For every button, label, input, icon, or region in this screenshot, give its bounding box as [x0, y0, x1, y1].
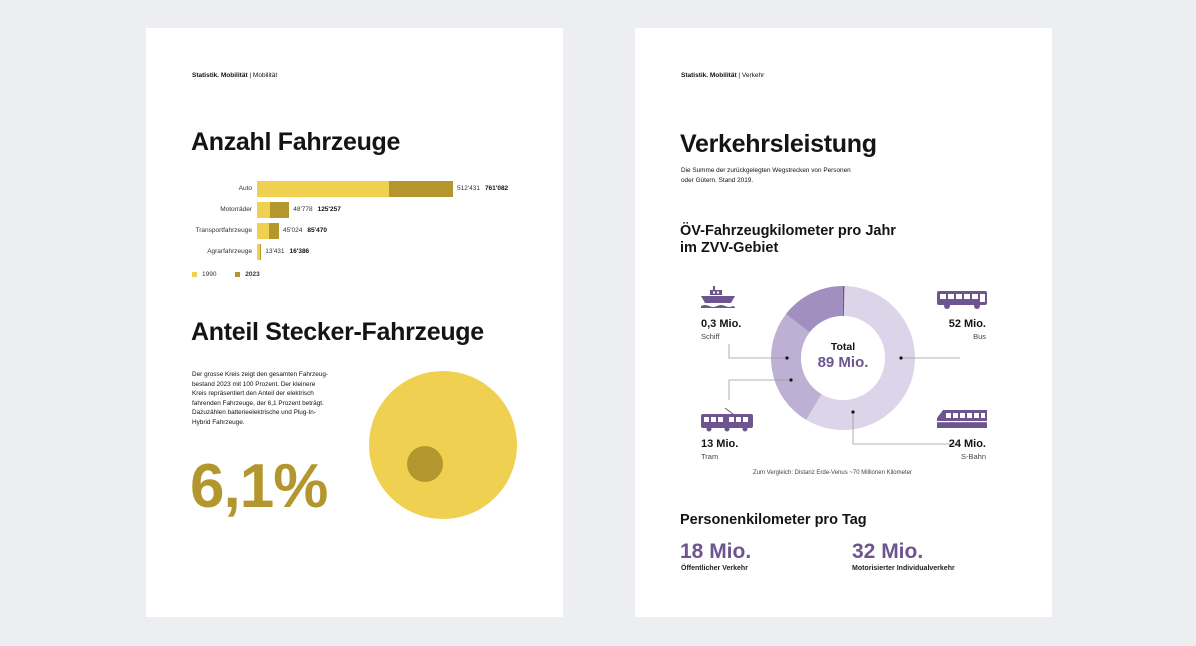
section-title-plugin: Anteil Stecker-Fahrzeuge	[191, 318, 484, 346]
bar-2023	[388, 181, 453, 197]
kpi-value-miv: 32 Mio.	[852, 540, 924, 563]
label-bus: Bus	[973, 332, 986, 341]
donut-slice-tram	[785, 286, 843, 333]
description-line: fahrenden Fahrzeuge, der 6,1 Prozent bet…	[192, 399, 324, 407]
bar-1990	[257, 223, 269, 239]
bar-value-labels: 13'431 16'386	[265, 244, 309, 260]
donut-hole	[801, 316, 885, 400]
bar-value-labels: 48'778 125'257	[293, 202, 341, 218]
page-title: Anzahl Fahrzeuge	[191, 128, 401, 156]
bar-2023	[269, 202, 290, 218]
donut-slice-schiff	[842, 285, 845, 317]
comparison-note: Zum Vergleich: Distanz Erde-Venus ~70 Mi…	[753, 470, 912, 476]
donut-total-value: 89 Mio.	[817, 354, 869, 371]
label-tram: Tram	[701, 452, 719, 461]
page-subtitle: Die Summe der zurückgelegten Wegstrecken…	[681, 166, 851, 185]
bar-1990	[257, 244, 261, 260]
kpi-label-oev: Öffentlicher Verkehr	[681, 565, 748, 572]
donut-total-label: Total	[830, 341, 856, 353]
bar-value-2023: 125'257	[317, 206, 341, 213]
section-title-personenkilometer: Personenkilometer pro Tag	[680, 512, 867, 528]
bar-value-1990: 512'431	[457, 185, 480, 192]
bar-row: Agrarfahrzeuge 13'431 16'386	[146, 244, 563, 260]
value-schiff: 0,3 Mio.	[701, 318, 742, 330]
bar-row: Transportfahrzeuge 45'024 85'470	[146, 223, 563, 239]
breadcrumb: Statistik. Mobilität | Mobilität	[192, 72, 277, 79]
legend-label-2023: 2023	[245, 271, 260, 278]
page-mobilitaet: Statistik. Mobilität | Mobilität Anzahl …	[146, 28, 563, 617]
page-verkehr: Statistik. Mobilität | Verkehr Verkehrsl…	[635, 28, 1052, 617]
bar-value-2023: 761'082	[484, 185, 509, 192]
bar-category-label: Agrarfahrzeuge	[207, 248, 252, 255]
description-line: Hybrid Fahrzeuge.	[192, 418, 245, 426]
plugin-share-value: 6,1%	[190, 452, 328, 521]
oev-donut-chart	[701, 285, 987, 445]
label-sbahn: S-Bahn	[960, 452, 986, 461]
section-title-oev: ÖV-Fahrzeugkilometer pro Jahr im ZVV-Geb…	[680, 223, 896, 257]
value-sbahn: 24 Mio.	[948, 438, 986, 450]
breadcrumb-page: | Mobilität	[247, 72, 278, 79]
subtitle-line: Die Summe der zurückgelegten Wegstrecken…	[681, 167, 851, 174]
bar-value-1990: 48'778	[293, 206, 313, 213]
tram-icon	[701, 407, 753, 432]
bar-row: Motorräder 48'778 125'257	[146, 202, 563, 218]
train-icon	[937, 410, 987, 428]
bar-value-1990: 13'431	[265, 248, 285, 255]
page-title: Verkehrsleistung	[680, 130, 877, 158]
bar-value-2023: 16'386	[289, 248, 310, 255]
legend-item-1990: 1990	[192, 271, 216, 278]
value-bus: 52 Mio.	[948, 318, 986, 330]
legend-label-1990: 1990	[202, 271, 217, 278]
leader-dot-schiff	[785, 356, 789, 360]
bar-value-2023: 85'470	[307, 227, 327, 234]
legend-swatch-1990	[192, 271, 197, 277]
bar-value-1990: 45'024	[283, 227, 303, 234]
donut-slice-bus	[806, 286, 915, 431]
donut-slice-s-bahn	[771, 314, 822, 420]
leader-line-tram	[728, 379, 791, 400]
description-line: Der grosse Kreis zeigt den gesamten Fahr…	[192, 371, 329, 378]
breadcrumb-page: | Verkehr	[736, 72, 765, 79]
section-title-line: im ZVV-Gebiet	[680, 240, 779, 256]
leader-line-sbahn	[852, 412, 958, 445]
leader-dot-tram	[789, 378, 793, 382]
label-schiff: Schiff	[701, 332, 720, 341]
bar-1990	[257, 202, 270, 218]
leader-lines	[728, 344, 960, 445]
bar-2023	[260, 244, 262, 260]
bar-value-labels: 45'024 85'470	[283, 223, 327, 239]
legend-swatch-2023	[235, 271, 241, 277]
bar-category-label: Transportfahrzeuge	[195, 227, 253, 234]
description-line: bestand 2023 mit 100 Prozent. Der kleine…	[192, 380, 316, 388]
leader-dot-sbahn	[851, 410, 855, 414]
breadcrumb-section: Statistik. Mobilität	[681, 72, 737, 79]
ship-icon	[701, 286, 735, 308]
description-line: Dazuzählen batterieelektrische und Plug-…	[192, 409, 316, 417]
bus-icon	[937, 291, 987, 309]
kpi-value-oev: 18 Mio.	[680, 540, 752, 563]
bar-row: Auto 512'431 761'082	[146, 181, 563, 197]
total-fleet-circle	[369, 371, 517, 519]
subtitle-line: oder Gütern. Stand 2019.	[681, 176, 754, 184]
bar-2023	[268, 223, 279, 239]
breadcrumb: Statistik. Mobilität | Verkehr	[681, 72, 764, 79]
description-line: Kreis repräsentiert den Anteil der elekt…	[192, 390, 314, 398]
leader-dot-bus	[899, 356, 903, 360]
legend-item-2023: 2023	[235, 271, 260, 278]
breadcrumb-section: Statistik. Mobilität	[192, 72, 248, 79]
leader-line-schiff	[728, 344, 787, 359]
bar-category-label: Auto	[238, 185, 252, 192]
bar-1990	[257, 181, 389, 197]
plugin-fleet-circle	[407, 446, 443, 482]
plugin-share-circles	[369, 371, 517, 519]
section-title-line: ÖV-Fahrzeugkilometer pro Jahr	[680, 223, 896, 239]
plugin-description: Der grosse Kreis zeigt den gesamten Fahr…	[192, 370, 352, 428]
bar-chart-legend: 1990 2023	[192, 271, 277, 278]
value-tram: 13 Mio.	[701, 438, 739, 450]
kpi-label-miv: Motorisierter Individualverkehr	[852, 565, 955, 572]
bar-value-labels: 512'431 761'082	[457, 181, 508, 197]
bar-category-label: Motorräder	[220, 206, 252, 213]
